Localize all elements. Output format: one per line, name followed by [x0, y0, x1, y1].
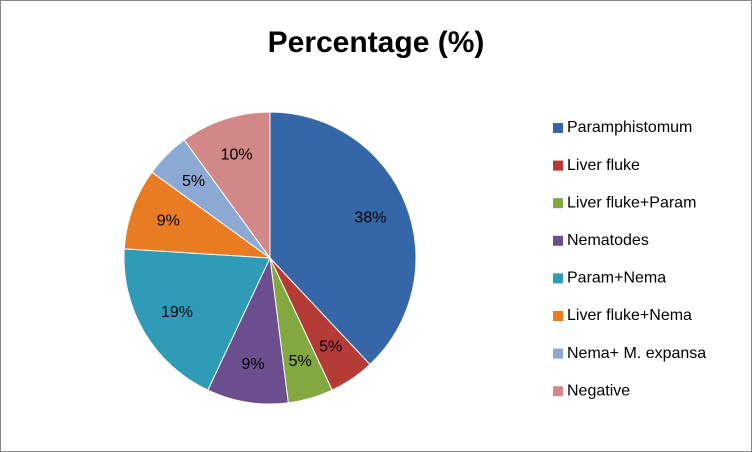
legend-swatch	[553, 235, 563, 246]
legend-swatch	[553, 198, 563, 209]
legend-label: Param+Nema	[567, 270, 666, 287]
pie-slice	[183, 111, 271, 260]
legend-swatch	[553, 386, 563, 397]
data-label: 19%	[161, 304, 193, 321]
legend-swatch	[553, 348, 563, 359]
data-label: 9%	[157, 213, 180, 230]
data-label: 5%	[289, 353, 312, 370]
data-label: 38%	[354, 209, 386, 226]
legend-label: Nema+ M. expansa	[567, 345, 706, 362]
pie-slice	[123, 248, 271, 391]
legend-label: Liver fluke	[567, 157, 640, 174]
legend-label: Paramphistomum	[567, 119, 692, 136]
legend-label: Liver fluke+Param	[567, 194, 696, 211]
legend-swatch	[553, 273, 563, 284]
legend-swatch	[553, 123, 563, 133]
pie-slice	[123, 171, 272, 259]
pie-slice	[207, 256, 289, 405]
data-label: 10%	[221, 146, 253, 163]
data-label: 5%	[182, 173, 205, 190]
legend-label: Nematodes	[567, 232, 649, 249]
chart-title: Percentage (%)	[268, 26, 485, 59]
data-label: 5%	[319, 339, 342, 356]
legend-label: Negative	[567, 382, 630, 399]
legend-label: Liver fluke+Nema	[567, 307, 692, 324]
legend-swatch	[553, 311, 563, 321]
data-label: 9%	[242, 356, 265, 373]
legend-swatch	[553, 160, 563, 171]
pie-slice	[269, 111, 417, 366]
